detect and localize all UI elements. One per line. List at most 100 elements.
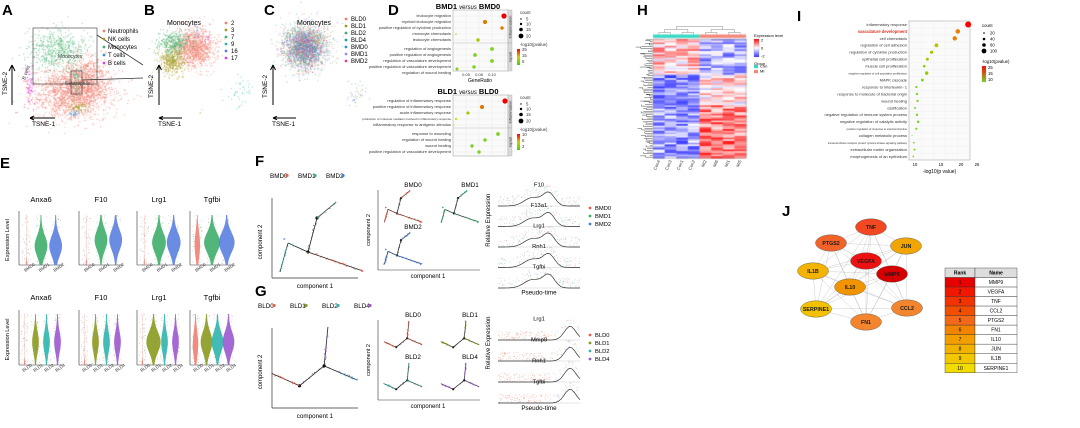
svg-text:inflammatory response to antig: inflammatory response to antigenic stimu… bbox=[373, 122, 451, 127]
svg-text:-log10(p value): -log10(p value) bbox=[923, 169, 957, 175]
svg-text:7: 7 bbox=[959, 337, 962, 343]
svg-text:BLD1: BLD1 bbox=[595, 341, 610, 347]
svg-text:8: 8 bbox=[959, 347, 962, 353]
svg-text:2: 2 bbox=[522, 144, 525, 149]
svg-text:IL1B: IL1B bbox=[807, 269, 819, 275]
svg-text:15: 15 bbox=[526, 27, 531, 32]
svg-text:15: 15 bbox=[988, 71, 993, 76]
svg-text:BLD2: BLD2 bbox=[103, 362, 115, 373]
svg-text:3: 3 bbox=[959, 299, 962, 305]
svg-text:6: 6 bbox=[959, 328, 962, 334]
svg-text:BLD0: BLD0 bbox=[81, 362, 93, 373]
svg-text:CCL2: CCL2 bbox=[990, 309, 1003, 315]
svg-text:Rnh1: Rnh1 bbox=[532, 359, 546, 365]
svg-text:BLD4: BLD4 bbox=[225, 362, 237, 373]
svg-text:count: count bbox=[982, 23, 993, 28]
svg-text:5: 5 bbox=[959, 318, 962, 324]
svg-text:BMD0: BMD0 bbox=[270, 173, 288, 180]
svg-text:Rnh1: Rnh1 bbox=[532, 244, 546, 250]
svg-text:TSNE-1: TSNE-1 bbox=[158, 121, 182, 128]
svg-text:16: 16 bbox=[231, 49, 238, 55]
svg-text:BLD1: BLD1 bbox=[462, 312, 478, 319]
svg-text:10: 10 bbox=[913, 162, 918, 167]
svg-text:6: 6 bbox=[522, 138, 525, 143]
svg-text:BLD0: BLD0 bbox=[595, 333, 610, 339]
svg-text:positive regulation of angioge: positive regulation of angiogenesis bbox=[390, 52, 451, 57]
svg-text:25: 25 bbox=[988, 65, 993, 70]
svg-text:Relative Expression: Relative Expression bbox=[486, 194, 492, 247]
svg-text:-log10(pvalue): -log10(pvalue) bbox=[982, 59, 1010, 64]
svg-text:regulation of cytokine product: regulation of cytokine production bbox=[849, 50, 907, 55]
svg-text:component 1: component 1 bbox=[297, 413, 334, 420]
svg-text:BMD2: BMD2 bbox=[170, 262, 183, 273]
svg-text:20: 20 bbox=[526, 119, 531, 124]
svg-text:count: count bbox=[520, 10, 531, 15]
svg-text:MI6: MI6 bbox=[712, 159, 720, 168]
svg-text:Neutrophils: Neutrophils bbox=[65, 81, 91, 87]
svg-text:BMD0: BMD0 bbox=[83, 262, 96, 273]
svg-text:10: 10 bbox=[988, 77, 993, 82]
svg-text:BLD2: BLD2 bbox=[214, 362, 226, 373]
svg-text:ossification: ossification bbox=[887, 105, 907, 110]
svg-text:T cells: T cells bbox=[108, 53, 125, 59]
svg-text:GeneRatio: GeneRatio bbox=[468, 78, 492, 84]
svg-text:MI5: MI5 bbox=[735, 159, 743, 168]
svg-text:MI: MI bbox=[760, 69, 764, 74]
svg-text:BMD1: BMD1 bbox=[461, 182, 479, 189]
svg-text:BLD0: BLD0 bbox=[192, 362, 204, 373]
svg-text:inflammation: inflammation bbox=[508, 101, 513, 124]
svg-text:production of molecule mediato: production of molecule mediator involved… bbox=[362, 117, 451, 121]
svg-text:TNF: TNF bbox=[866, 225, 877, 231]
svg-text:BMD1: BMD1 bbox=[595, 214, 611, 220]
svg-text:Con1: Con1 bbox=[676, 159, 685, 171]
svg-text:component 2: component 2 bbox=[366, 214, 372, 246]
svg-text:Tgfbi: Tgfbi bbox=[204, 195, 221, 204]
svg-text:TSNE-2: TSNE-2 bbox=[148, 75, 155, 99]
svg-text:response to molecule of bacter: response to molecule of bacterial origin bbox=[837, 91, 907, 96]
svg-text:BLD4: BLD4 bbox=[54, 362, 66, 373]
svg-text:MMP9: MMP9 bbox=[989, 280, 1004, 286]
svg-text:15: 15 bbox=[526, 112, 531, 117]
svg-text:positive regulation of cytokin: positive regulation of cytokine producti… bbox=[379, 25, 451, 30]
svg-text:20: 20 bbox=[959, 162, 964, 167]
svg-text:BMD1: BMD1 bbox=[156, 262, 169, 273]
svg-text:negative regulation of cell po: negative regulation of cell population p… bbox=[849, 72, 908, 76]
svg-text:BMD0: BMD0 bbox=[23, 262, 36, 273]
svg-text:JUN: JUN bbox=[901, 244, 912, 250]
svg-text:20: 20 bbox=[526, 34, 531, 39]
svg-text:Relative Expression: Relative Expression bbox=[486, 316, 492, 369]
svg-text:10: 10 bbox=[526, 107, 531, 112]
svg-text:TSNE-1: TSNE-1 bbox=[32, 121, 56, 128]
svg-text:BMD2: BMD2 bbox=[223, 262, 236, 273]
svg-text:response to interleukin- 1: response to interleukin- 1 bbox=[862, 84, 908, 89]
svg-text:TNF: TNF bbox=[991, 299, 1001, 305]
svg-text:component 1: component 1 bbox=[411, 404, 446, 410]
svg-text:100: 100 bbox=[990, 48, 998, 53]
svg-text:BMD0: BMD0 bbox=[595, 206, 611, 212]
svg-text:JUN: JUN bbox=[991, 347, 1001, 353]
svg-text:Monocytes: Monocytes bbox=[297, 20, 331, 27]
svg-text:F10: F10 bbox=[95, 293, 108, 302]
svg-text:VEGFA: VEGFA bbox=[988, 290, 1005, 296]
svg-text:epithelial cell proliferation: epithelial cell proliferation bbox=[862, 57, 907, 62]
svg-text:inflammation: inflammation bbox=[508, 16, 513, 39]
svg-text:25: 25 bbox=[522, 47, 527, 52]
svg-text:CCL2: CCL2 bbox=[900, 306, 914, 312]
svg-text:NK cells: NK cells bbox=[108, 37, 130, 43]
svg-text:Anxa6: Anxa6 bbox=[30, 293, 51, 302]
svg-text:Lrg1: Lrg1 bbox=[151, 195, 166, 204]
svg-text:BMD2: BMD2 bbox=[326, 173, 344, 180]
svg-text:repair: repair bbox=[508, 136, 513, 147]
svg-text:BLD4: BLD4 bbox=[595, 357, 610, 363]
svg-text:BMD0: BMD0 bbox=[404, 182, 422, 189]
svg-text:regulation of angiogenesis: regulation of angiogenesis bbox=[404, 46, 451, 51]
svg-text:0: 0 bbox=[761, 46, 764, 51]
svg-text:3: 3 bbox=[231, 28, 235, 34]
svg-text:IL10: IL10 bbox=[845, 285, 856, 291]
svg-text:BMD0: BMD0 bbox=[141, 262, 154, 273]
svg-text:10: 10 bbox=[526, 22, 531, 27]
svg-text:BLD0: BLD0 bbox=[258, 303, 274, 310]
svg-text:B cells: B cells bbox=[21, 64, 32, 80]
svg-text:15: 15 bbox=[522, 53, 527, 58]
svg-text:10: 10 bbox=[522, 132, 527, 137]
